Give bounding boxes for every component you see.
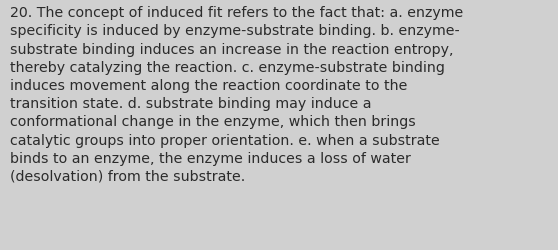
Text: 20. The concept of induced fit refers to the fact that: a. enzyme
specificity is: 20. The concept of induced fit refers to… [10, 6, 463, 183]
